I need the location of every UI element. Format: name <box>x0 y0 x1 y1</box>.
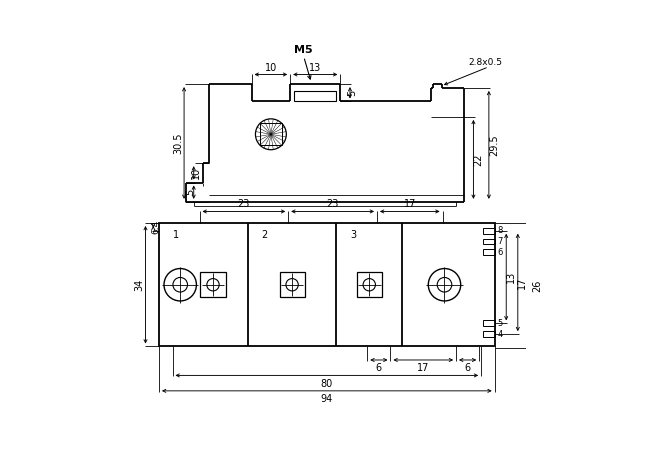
Bar <box>483 238 495 245</box>
Bar <box>260 123 282 145</box>
Text: 6: 6 <box>376 363 382 373</box>
Text: 13: 13 <box>506 271 516 283</box>
Text: 6.4: 6.4 <box>151 220 160 234</box>
Bar <box>483 228 495 234</box>
Bar <box>483 320 495 326</box>
Bar <box>483 331 495 337</box>
Text: 1: 1 <box>173 229 178 239</box>
Text: 5: 5 <box>185 189 195 195</box>
Text: 30.5: 30.5 <box>173 132 183 154</box>
Text: 17: 17 <box>517 276 528 288</box>
Bar <box>280 272 304 298</box>
Text: 4: 4 <box>498 330 503 338</box>
Text: 2: 2 <box>262 229 267 239</box>
Text: 6: 6 <box>498 248 503 257</box>
Text: 5: 5 <box>348 89 358 96</box>
Text: 10: 10 <box>191 167 201 179</box>
Bar <box>483 249 495 255</box>
Text: 10: 10 <box>265 62 277 72</box>
Bar <box>357 272 382 298</box>
Bar <box>159 223 495 347</box>
Bar <box>201 272 226 298</box>
Text: 29.5: 29.5 <box>489 134 500 156</box>
Bar <box>294 91 336 101</box>
Text: 13: 13 <box>309 62 321 72</box>
Text: 2.8x0.5: 2.8x0.5 <box>468 58 502 67</box>
Text: 17: 17 <box>417 363 430 373</box>
Text: 8: 8 <box>498 226 503 235</box>
Text: 5: 5 <box>498 319 503 328</box>
Text: 94: 94 <box>321 394 333 404</box>
Text: 26: 26 <box>532 279 542 291</box>
Text: 7: 7 <box>498 237 503 246</box>
Text: 23: 23 <box>238 199 250 209</box>
Text: 23: 23 <box>326 199 339 209</box>
Text: 6: 6 <box>465 363 471 373</box>
Text: M5: M5 <box>295 45 313 55</box>
Text: 80: 80 <box>321 378 333 388</box>
Text: 22: 22 <box>474 153 484 166</box>
Text: 17: 17 <box>404 199 416 209</box>
Text: 3: 3 <box>350 229 356 239</box>
Text: 34: 34 <box>135 278 145 291</box>
